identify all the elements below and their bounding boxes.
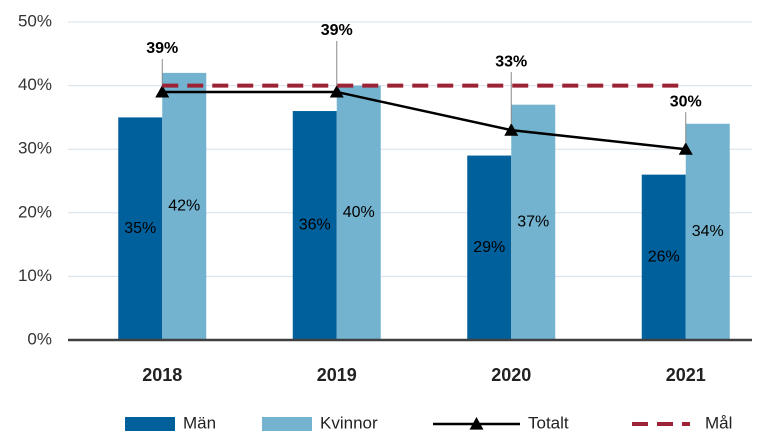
line-value-label: 30% [670,93,702,110]
bar [336,85,381,340]
bar [292,111,337,340]
legend-label: Mål [705,413,732,432]
y-tick-label: 40% [18,75,52,94]
bar-value-label: 42% [168,198,200,215]
y-tick-label: 0% [27,329,52,348]
bar-value-label: 29% [473,239,505,256]
legend-label: Totalt [528,413,569,432]
y-tick-label: 20% [18,202,52,221]
bar-value-label: 35% [124,220,156,237]
legend-label: Kvinnor [320,413,378,432]
legend-marker [469,417,484,430]
bar-value-label: 34% [692,223,724,240]
x-tick-label: 2021 [666,365,706,385]
bar-value-label: 37% [517,214,549,231]
bar [685,123,730,340]
line-value-label: 39% [321,22,353,39]
marker [329,84,344,98]
bar-value-label: 36% [299,217,331,234]
bar [641,174,686,340]
x-tick-label: 2020 [491,365,531,385]
x-tick-label: 2019 [317,365,357,385]
bar [118,117,163,341]
line-value-label: 39% [146,40,178,57]
legend-swatch [262,417,312,431]
bar [511,104,556,341]
bar [162,72,207,340]
y-tick-label: 10% [18,266,52,285]
marker [504,123,519,136]
y-tick-label: 50% [18,11,52,30]
marker [155,84,170,98]
bar-value-label: 26% [648,249,680,266]
legend-swatch [125,417,175,431]
bar [467,155,512,340]
marker [678,142,693,155]
x-tick-label: 2018 [142,365,182,385]
legend-label: Män [183,413,216,432]
bar-value-label: 40% [343,204,375,221]
line-value-label: 33% [495,53,527,70]
line [162,90,686,151]
y-tick-label: 30% [18,139,52,158]
